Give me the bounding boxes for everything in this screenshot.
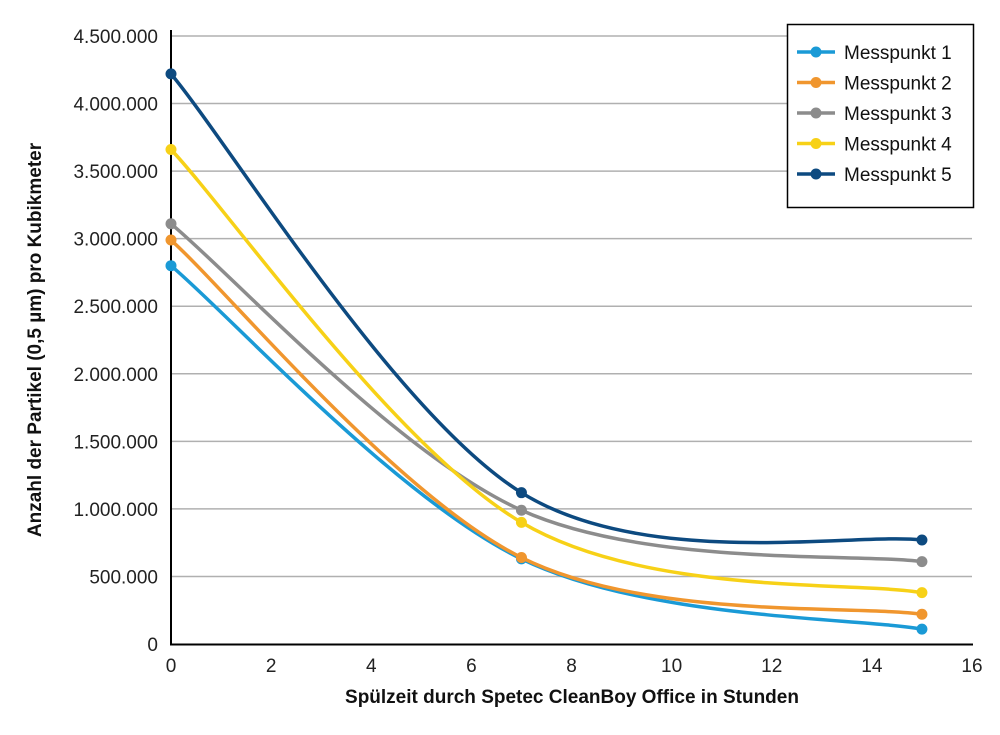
legend-marker (810, 107, 822, 119)
x-tick-label: 4 (366, 656, 377, 677)
legend: Messpunkt 1 Messpunkt 2 Messpunkt 3 Messpun… (786, 23, 975, 209)
data-point (916, 623, 928, 635)
series-3 (165, 218, 928, 568)
x-tick-label: 16 (961, 656, 982, 677)
y-tick-label: 2.500.000 (73, 297, 158, 318)
data-point (515, 504, 527, 516)
legend-label: Messpunkt 5 (844, 165, 952, 186)
series-line (169, 222, 923, 564)
y-tick-label: 500.000 (89, 567, 158, 588)
legend-marker (810, 138, 822, 149)
x-tick-label: 8 (566, 656, 577, 677)
x-tick-label: 0 (166, 656, 177, 677)
x-tick-labels: 0 2 4 6 8 10 12 14 16 (166, 656, 983, 677)
data-point (916, 556, 928, 568)
y-tick-label: 0 (147, 635, 158, 656)
data-point (165, 68, 177, 80)
legend-label: Messpunkt 4 (844, 135, 952, 156)
x-tick-label: 6 (466, 656, 477, 677)
y-tick-label: 4.500.000 (73, 27, 158, 48)
data-point (515, 552, 527, 564)
data-point (165, 143, 177, 155)
x-axis-label: Spülzeit durch Spetec CleanBoy Office in… (345, 687, 799, 708)
data-point (916, 587, 928, 599)
gridlines (171, 35, 972, 578)
data-point (916, 608, 928, 620)
legend-item: Messpunkt 2 (797, 74, 952, 95)
x-tick-label: 12 (761, 656, 782, 677)
series-group (165, 68, 928, 635)
data-point (916, 534, 928, 546)
legend-label: Messpunkt 3 (844, 104, 952, 125)
y-tick-labels: 0 500.000 1.000.000 1.500.000 2.000.000 2.500… (73, 27, 158, 656)
legend-marker (810, 77, 822, 88)
data-point (165, 260, 177, 272)
x-tick-label: 2 (266, 656, 277, 677)
y-tick-label: 3.500.000 (73, 162, 158, 183)
y-tick-label: 1.500.000 (73, 432, 158, 453)
series-4 (165, 143, 928, 599)
series-line (169, 72, 923, 545)
legend-item: Messpunkt 3 (797, 104, 952, 125)
data-point (165, 234, 177, 246)
legend-label: Messpunkt 2 (844, 74, 952, 95)
legend-label: Messpunkt 1 (844, 43, 952, 64)
data-point (515, 516, 527, 528)
series-2 (165, 234, 928, 620)
series-line (169, 264, 923, 631)
y-tick-label: 1.000.000 (73, 500, 158, 521)
legend-marker (810, 46, 822, 58)
legend-item: Messpunkt 5 (797, 165, 952, 186)
y-axis-label: Anzahl der Partikel (0,5 µm) pro Kubikme… (25, 142, 46, 537)
series-5 (165, 68, 928, 546)
y-tick-label: 2.000.000 (73, 365, 158, 386)
data-point (165, 218, 177, 230)
data-point (515, 487, 527, 499)
series-1 (165, 260, 928, 635)
y-tick-label: 4.000.000 (73, 95, 158, 116)
legend-item: Messpunkt 1 (797, 43, 952, 64)
x-tick-label: 10 (661, 656, 682, 677)
legend-item: Messpunkt 4 (797, 135, 952, 156)
x-tick-label: 14 (861, 656, 883, 677)
y-tick-label: 3.000.000 (73, 230, 158, 251)
legend-marker (810, 168, 822, 180)
